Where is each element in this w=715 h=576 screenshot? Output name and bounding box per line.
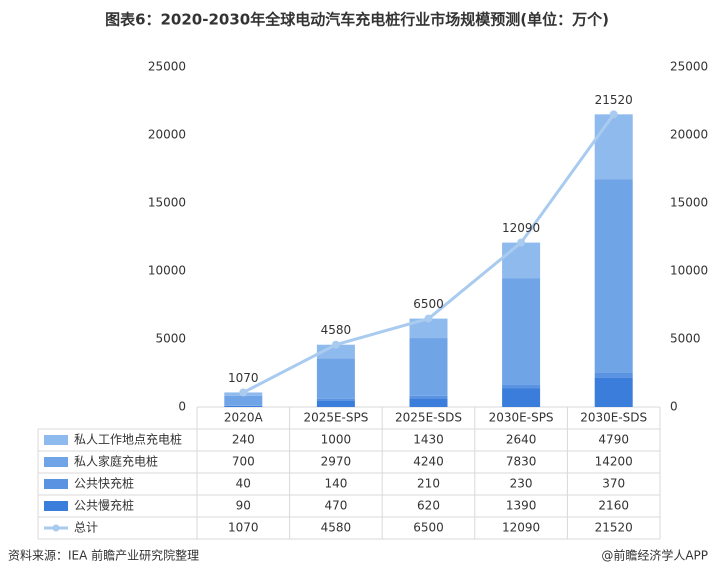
- y-tick-label: 5000: [155, 332, 186, 346]
- bar-segment: [316, 400, 355, 407]
- table-cell: 2160: [598, 499, 629, 513]
- table-cell: 14200: [595, 455, 633, 469]
- total-point: [609, 110, 618, 119]
- table-cell: 140: [324, 477, 347, 491]
- bar-segment: [316, 398, 355, 401]
- bar-segment: [316, 358, 355, 399]
- bar-segment: [502, 384, 541, 389]
- table-cell: 470: [324, 499, 347, 513]
- table-cell: 12090: [502, 521, 540, 535]
- table-cell: 4240: [413, 455, 444, 469]
- table-cell: 210: [417, 477, 440, 491]
- y-tick-label: 0: [178, 400, 186, 414]
- table-cell: 21520: [595, 521, 633, 535]
- table-cell: 40: [236, 477, 251, 491]
- legend-label: 私人家庭充电桩: [74, 454, 158, 469]
- legend-swatch: [44, 457, 68, 467]
- bar-segment: [502, 278, 541, 385]
- table-cell: 620: [417, 499, 440, 513]
- y2-tick-label: 25000: [670, 60, 708, 74]
- table-cell: 1070: [228, 521, 259, 535]
- bar-segment: [594, 179, 633, 373]
- chart-title: 图表6：2020-2030年全球电动汽车充电桩行业市场规模预测(单位：万个): [105, 11, 609, 29]
- bar-segment: [224, 405, 263, 406]
- table-cell: 2640: [506, 433, 537, 447]
- bar-segment: [502, 242, 541, 279]
- bar-segment: [409, 398, 448, 407]
- bar-segment: [409, 338, 448, 396]
- source: 资料来源：IEA 前瞻产业研究院整理: [8, 548, 199, 563]
- legend-label: 私人工作地点充电桩: [74, 432, 182, 447]
- legend-swatch: [52, 524, 60, 532]
- table-cell: 4580: [321, 521, 352, 535]
- total-point: [331, 340, 340, 349]
- x-tick-label: 2025E-SDS: [395, 411, 462, 425]
- y-tick-label: 20000: [148, 128, 186, 142]
- legend-swatch: [44, 435, 68, 445]
- data-label: 21520: [595, 93, 633, 107]
- bar-segment: [594, 377, 633, 407]
- y2-tick-label: 0: [670, 400, 678, 414]
- legend-label: 公共快充桩: [74, 476, 134, 491]
- table-cell: 90: [236, 499, 251, 513]
- credit: @前瞻经济学人APP: [601, 548, 708, 563]
- table-cell: 230: [510, 477, 533, 491]
- x-tick-label: 2030E-SDS: [580, 411, 647, 425]
- total-point: [239, 388, 248, 397]
- bar-segment: [502, 388, 541, 407]
- y-tick-label: 15000: [148, 196, 186, 210]
- table-cell: 2970: [321, 455, 352, 469]
- table-cell: 1390: [506, 499, 537, 513]
- y2-tick-label: 15000: [670, 196, 708, 210]
- table-cell: 1430: [413, 433, 444, 447]
- data-label: 12090: [502, 221, 540, 235]
- table-cell: 7830: [506, 455, 537, 469]
- x-tick-label: 2020A: [224, 411, 264, 425]
- y-tick-label: 10000: [148, 264, 186, 278]
- data-label: 4580: [321, 323, 352, 337]
- bar-segment: [409, 318, 448, 339]
- y2-tick-label: 20000: [670, 128, 708, 142]
- x-tick-label: 2025E-SPS: [303, 411, 368, 425]
- legend-swatch: [44, 501, 68, 511]
- legend-swatch: [44, 479, 68, 489]
- legend-label: 总计: [74, 521, 98, 535]
- y-tick-label: 25000: [148, 60, 186, 74]
- y2-tick-label: 10000: [670, 264, 708, 278]
- table-cell: 4790: [598, 433, 629, 447]
- total-point: [424, 314, 433, 323]
- table-cell: 240: [232, 433, 255, 447]
- legend-label: 公共慢充桩: [74, 498, 134, 513]
- bar-segment: [224, 405, 263, 407]
- bar-segment: [594, 372, 633, 378]
- bar-segment: [224, 395, 263, 406]
- y2-tick-label: 5000: [670, 332, 701, 346]
- data-label: 6500: [413, 297, 444, 311]
- table-cell: 6500: [413, 521, 444, 535]
- table-cell: 370: [602, 477, 625, 491]
- bar-segment: [409, 395, 448, 399]
- bar-segment: [594, 114, 633, 180]
- table-cell: 1000: [321, 433, 352, 447]
- data-label: 1070: [228, 371, 259, 385]
- total-point: [517, 238, 526, 247]
- x-tick-label: 2030E-SPS: [489, 411, 554, 425]
- table-cell: 700: [232, 455, 255, 469]
